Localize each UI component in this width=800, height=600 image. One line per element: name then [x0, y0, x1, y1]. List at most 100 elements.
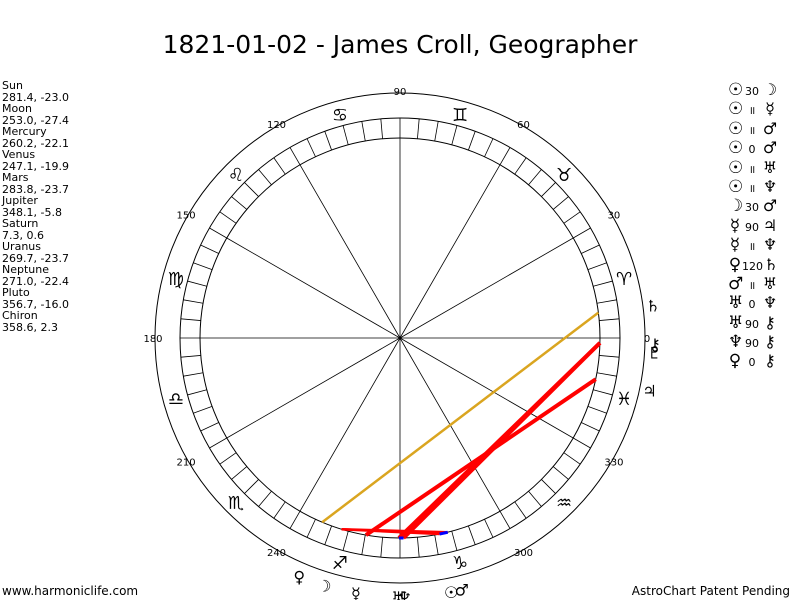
position-coords: 260.2, -22.1: [2, 136, 69, 150]
spoke-line: [299, 337, 401, 512]
degree-tick: [187, 280, 207, 287]
aspect-angle: ॥: [748, 123, 756, 137]
position-name: Neptune: [2, 263, 50, 276]
degree-tick: [484, 519, 494, 538]
degree-tick: [417, 118, 420, 139]
aspect-angle: 30: [745, 85, 759, 98]
degree-tick: [587, 406, 607, 414]
degree-tick: [200, 422, 219, 432]
degree-tick: [219, 211, 237, 224]
degree-tick: [451, 125, 458, 145]
aspect-angle: ॥: [748, 181, 756, 195]
degree-tick: [596, 372, 617, 377]
aspect-glyph-a: ☉: [728, 176, 744, 197]
degree-tick: [468, 131, 476, 151]
position-coords: 348.1, -5.8: [2, 205, 62, 219]
aspect-list: ☉ 30 ☽ ☉ ॥ ☿ ☉ ॥ ♂ ☉ 0 ♂ ☉ ॥ ♅ ☉ ॥ ♆ ☽ 30 ♂ ☿ 90 ♃ ☿ ॥ ♆ ♀120♄ ♂ ॥ ♅ ♅ 0…: [728, 80, 779, 371]
aspect-angle: ॥: [748, 278, 756, 292]
aspect-glyph-a: ♅: [728, 293, 744, 314]
aspect-line: [364, 377, 597, 537]
planet-glyph: ♆: [397, 588, 411, 600]
aspect-line: [402, 341, 602, 540]
aspect-row: ☉ 0 ♂: [728, 138, 779, 158]
degree-tick: [563, 452, 581, 465]
zodiac-sign-glyph: ♑: [452, 553, 468, 574]
degree-tick: [244, 182, 259, 197]
spoke-line: [399, 337, 574, 439]
degree-label: 240: [267, 548, 286, 559]
degree-tick: [324, 131, 332, 151]
site-link[interactable]: www.harmoniclife.com: [2, 584, 139, 598]
degree-tick: [573, 437, 591, 449]
degree-tick: [273, 501, 286, 519]
position-name: Sun: [2, 79, 23, 92]
spoke-line: [399, 237, 574, 339]
position-coords: 281.4, -23.0: [2, 90, 69, 104]
aspect-row: ♀ 0 ⚷: [728, 351, 779, 372]
degree-tick: [209, 437, 227, 449]
degree-tick: [361, 534, 366, 555]
zodiac-sign-glyph: ♒: [556, 493, 572, 514]
degree-tick: [468, 525, 476, 545]
degree-tick: [209, 227, 227, 239]
aspect-row: ♅ 0 ♆: [728, 293, 779, 314]
aspect-glyph-b: ♂: [762, 138, 778, 158]
aspect-angle: 90: [745, 337, 759, 351]
aspect-row: ☉ ॥ ☿: [728, 99, 779, 119]
spoke-line: [399, 164, 501, 339]
aspect-glyph-a: ♆: [728, 332, 744, 353]
degree-tick: [231, 196, 248, 210]
degree-tick: [552, 466, 569, 480]
degree-tick: [541, 479, 556, 494]
aspect-glyph-b: ♂: [762, 196, 778, 216]
degree-tick: [258, 169, 272, 186]
zodiac-sign-glyph: ♏: [228, 493, 244, 514]
degree-label: 330: [604, 458, 623, 469]
aspect-glyph-a: ☉: [728, 118, 744, 139]
aspect-row: ☉ 30 ☽: [728, 80, 779, 100]
aspect-glyph-a: ☉: [728, 80, 744, 100]
degree-tick: [573, 227, 591, 239]
degree-tick: [183, 372, 204, 377]
aspect-glyph-b: ♆: [762, 235, 778, 255]
degree-tick: [593, 280, 613, 287]
degree-tick: [417, 537, 420, 558]
position-name: Mercury: [2, 125, 47, 138]
degree-tick: [528, 169, 542, 186]
aspect-row: ☉ ॥ ♂: [728, 118, 779, 139]
degree-tick: [380, 537, 383, 558]
degree-tick: [541, 182, 556, 197]
degree-tick: [342, 531, 349, 551]
aspect-angle: 90: [745, 220, 759, 234]
degree-tick: [434, 534, 439, 555]
aspect-glyph-a: ☽: [728, 196, 744, 217]
degree-tick: [193, 262, 213, 270]
degree-tick: [514, 501, 527, 519]
degree-tick: [244, 479, 259, 494]
planet-glyph: ☉: [444, 583, 458, 600]
aspect-glyph-a: ♀: [728, 351, 742, 372]
aspect-row: ♀120♄: [728, 255, 779, 275]
degree-tick: [200, 244, 219, 254]
degree-label: 300: [514, 548, 533, 559]
aspect-glyph-b: ⚷: [764, 351, 776, 371]
degree-tick: [183, 299, 204, 304]
degree-tick: [587, 262, 607, 270]
degree-tick: [342, 125, 349, 145]
aspect-row: ♂ ॥ ♅: [728, 274, 779, 294]
position-name: Moon: [2, 102, 32, 115]
degree-label: 120: [267, 120, 286, 131]
position-coords: 7.3, 0.6: [2, 228, 44, 242]
degree-tick: [306, 519, 316, 538]
zodiac-sign-glyph: ♌: [228, 165, 244, 186]
degree-tick: [581, 422, 600, 432]
position-name: Pluto: [2, 286, 30, 299]
planet-glyph: ☽: [317, 577, 331, 596]
degree-tick: [324, 525, 332, 545]
degree-label: 30: [608, 211, 621, 222]
position-coords: 253.0, -27.4: [2, 113, 69, 127]
zodiac-sign-glyph: ♉: [556, 165, 572, 186]
planet-glyph: ♀: [293, 568, 305, 587]
degree-tick: [596, 299, 617, 304]
degree-tick: [289, 147, 301, 165]
